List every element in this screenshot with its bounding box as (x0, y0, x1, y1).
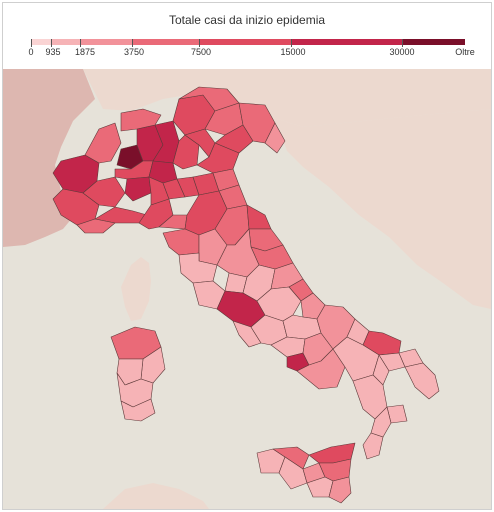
legend-tick (80, 39, 81, 47)
legend-tick (402, 39, 403, 47)
province-piemonte-north (84, 122, 122, 164)
province-friuli-gorizia (264, 122, 286, 154)
legend-label-0: 0 (28, 47, 34, 57)
legend-tick (132, 39, 133, 47)
province-abruzzo-aquila (256, 286, 302, 322)
legend-tick (51, 39, 52, 47)
province-lazio-latina (232, 320, 262, 348)
legend-label-15000: 15000 (280, 47, 306, 57)
legend-tick (199, 39, 200, 47)
legend-bin-7 (402, 39, 465, 45)
color-legend: 0 935 1875 3750 7500 15000 30000 Oltre (3, 33, 491, 63)
province-veneto-treviso (214, 124, 254, 154)
province-toscana-grosseto (178, 252, 218, 284)
map-header: Totale casi da inizio epidemia 0 935 187… (3, 3, 491, 69)
corsica (121, 257, 151, 321)
province-sicilia-siracusa (328, 476, 352, 504)
province-sicilia-palermo (272, 446, 310, 470)
italy-choropleth-map (3, 69, 491, 509)
province-sardegna-cagliari (120, 398, 156, 422)
map-title: Totale casi da inizio epidemia (168, 13, 326, 27)
switzerland-austria (83, 69, 491, 127)
north-africa (103, 483, 209, 509)
legend-label-3750: 3750 (123, 47, 145, 57)
legend-tick (291, 39, 292, 47)
legend-bin-1 (31, 39, 51, 45)
balkans (271, 109, 491, 309)
province-calabria-reggio (362, 432, 384, 460)
legend-bin-6 (291, 39, 402, 45)
legend-bin-2 (51, 39, 80, 45)
legend-label-1875: 1875 (74, 47, 96, 57)
province-puglia-lecce (404, 362, 440, 400)
province-liguria-imperia (76, 218, 116, 234)
province-calabria-catanzaro (370, 406, 392, 438)
legend-bin-4 (132, 39, 199, 45)
province-emilia-piacenza (124, 176, 152, 202)
france (3, 69, 95, 247)
map-area (3, 69, 491, 509)
province-lombardia-sondrio (120, 108, 162, 132)
legend-tick (31, 39, 32, 47)
legend-label-935: 935 (45, 47, 61, 57)
legend-label-7500: 7500 (190, 47, 212, 57)
legend-bin-3 (80, 39, 132, 45)
legend-bin-5 (199, 39, 291, 45)
legend-label-30000: 30000 (389, 47, 415, 57)
legend-label-oltre: Oltre (455, 47, 475, 57)
